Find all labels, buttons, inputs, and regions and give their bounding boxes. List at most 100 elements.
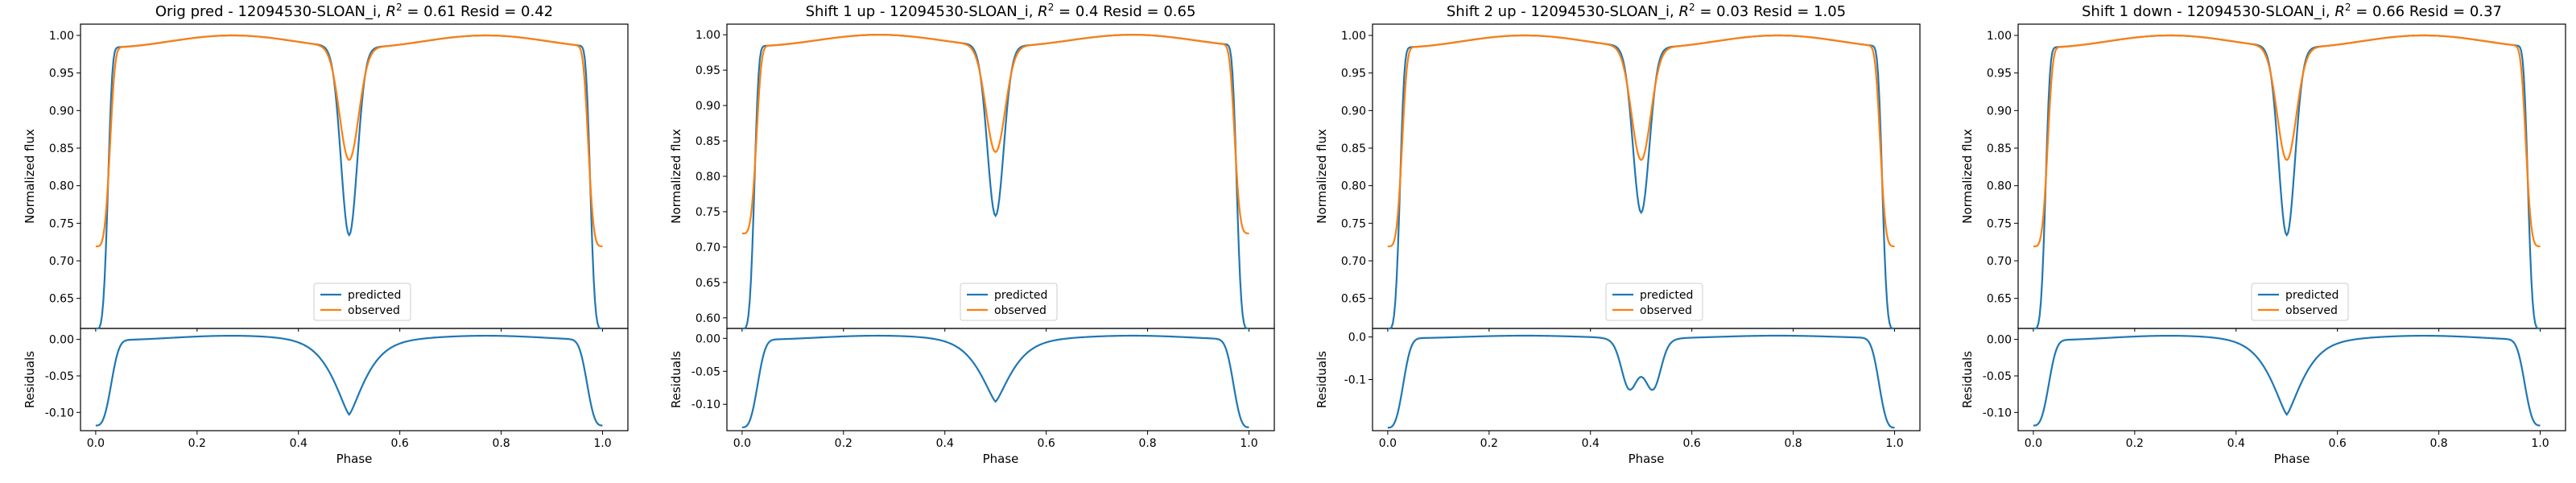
x-tick-label: 0.4: [936, 437, 954, 450]
r2-value: 0.4: [1075, 3, 1099, 20]
resid-value: 0.65: [1163, 3, 1195, 20]
x-tick-label: 0.0: [87, 437, 105, 450]
r2-equals: =: [1054, 3, 1075, 20]
residual-axes-frame: [726, 328, 1275, 431]
y-tick-label: 0.90: [49, 105, 74, 118]
y-tick-label: 0.75: [49, 217, 74, 230]
legend-box: [1605, 283, 1703, 321]
r2-value: 0.61: [423, 3, 456, 20]
resid-label: Resid =: [2405, 3, 2470, 20]
x-tick-label: 0.8: [492, 437, 510, 450]
y-tick-label: 0.95: [1987, 68, 2012, 80]
y-tick-label: 0.95: [1341, 68, 1366, 80]
x-tick-label: 0.2: [188, 437, 206, 450]
y-tick-label: 1.00: [49, 30, 74, 43]
resid-y-tick-label: 0.0: [1348, 332, 1366, 345]
y-tick-label: 0.85: [49, 142, 74, 155]
y-tick-label: 0.90: [696, 100, 720, 113]
y-tick-label: 1.00: [1341, 30, 1366, 43]
x-tick-label: 1.0: [593, 437, 611, 450]
resid-y-tick-label: -0.05: [45, 370, 74, 383]
legend-box: [960, 283, 1058, 321]
resid-y-tick-label: -0.10: [691, 398, 720, 411]
r2-symbol: R: [1678, 3, 1689, 20]
x-axis-label: Phase: [2274, 452, 2310, 466]
y-tick-label: 0.85: [1987, 142, 2012, 155]
y-tick-label: 0.70: [696, 242, 720, 254]
chart-panel-2: Shift 1 up - 12094530-SLOAN_i, R2 = 0.4 …: [669, 2, 1275, 466]
resid-value: 0.42: [521, 3, 553, 20]
resid-y-tick-label: -0.05: [1983, 370, 2012, 383]
residual-y-axis-label: Residuals: [669, 351, 683, 408]
residual-line: [741, 334, 1249, 428]
y-tick-label: 0.65: [1987, 293, 2012, 306]
y-tick-label: 0.65: [1341, 293, 1366, 306]
chart-title: Shift 1 down - 12094530-SLOAN_i, R2 = 0.…: [2082, 2, 2502, 20]
y-tick-label: 0.85: [696, 135, 720, 148]
y-tick-label: 0.95: [696, 64, 720, 77]
chart-panel-1: Orig pred - 12094530-SLOAN_i, R2 = 0.61 …: [23, 2, 629, 466]
r2-exponent: 2: [1048, 2, 1055, 13]
y-axis-label: Normalized flux: [1960, 129, 1975, 224]
r2-equals: =: [1695, 3, 1717, 20]
title-prefix: Orig pred - 12094530-SLOAN_i,: [155, 3, 386, 20]
y-axis-label: Normalized flux: [669, 129, 683, 224]
resid-y-tick-label: -0.10: [45, 407, 74, 419]
main-axes-frame: [80, 23, 629, 329]
y-tick-label: 1.00: [696, 29, 720, 42]
x-tick-label: 0.0: [733, 437, 751, 450]
main-axes-frame: [2017, 23, 2566, 329]
resid-value: 1.05: [1814, 3, 1846, 20]
legend-label-observed: observed: [2285, 304, 2338, 317]
y-tick-label: 0.75: [1987, 217, 2012, 230]
series-line-observed: [95, 34, 603, 248]
legend-box: [313, 283, 411, 321]
y-tick-label: 0.65: [49, 293, 74, 306]
resid-label: Resid =: [1748, 3, 1814, 20]
resid-y-tick-label: 0.00: [1987, 334, 2012, 347]
legend-label-predicted: predicted: [348, 289, 401, 302]
x-tick-label: 0.2: [835, 437, 852, 450]
r2-equals: =: [2351, 3, 2372, 20]
x-tick-label: 0.6: [1038, 437, 1055, 450]
x-tick-label: 0.4: [290, 437, 308, 450]
chart-panel-4: Shift 1 down - 12094530-SLOAN_i, R2 = 0.…: [1960, 2, 2566, 466]
residual-line: [95, 334, 603, 427]
legend-label-predicted: predicted: [994, 289, 1047, 302]
resid-y-tick-label: 0.00: [49, 334, 74, 347]
residual-axes-frame: [2017, 328, 2566, 431]
residual-y-axis-label: Residuals: [23, 351, 37, 408]
y-tick-label: 0.70: [49, 255, 74, 268]
x-tick-label: 1.0: [1885, 437, 1903, 450]
r2-symbol: R: [2334, 3, 2345, 20]
r2-exponent: 2: [2345, 2, 2351, 13]
residual-axes-frame: [80, 328, 629, 431]
title-prefix: Shift 2 up - 12094530-SLOAN_i,: [1447, 3, 1679, 20]
chart-panel-3: Shift 2 up - 12094530-SLOAN_i, R2 = 0.03…: [1315, 2, 1921, 466]
title-prefix: Shift 1 up - 12094530-SLOAN_i,: [806, 3, 1038, 20]
resid-label: Resid =: [456, 3, 521, 20]
residual-y-axis-label: Residuals: [1315, 351, 1329, 408]
legend-label-observed: observed: [994, 304, 1046, 317]
legend: predicted observed: [313, 283, 411, 321]
residual-y-axis-label: Residuals: [1960, 351, 1975, 408]
x-tick-label: 0.2: [2126, 437, 2144, 450]
r2-exponent: 2: [396, 2, 402, 13]
y-tick-label: 0.80: [49, 180, 74, 193]
r2-value: 0.03: [1716, 3, 1748, 20]
y-tick-label: 0.70: [1987, 255, 2012, 268]
y-tick-label: 0.80: [1987, 180, 2012, 193]
resid-y-tick-label: 0.00: [696, 332, 720, 345]
x-axis-label: Phase: [1629, 452, 1665, 466]
residual-line: [2033, 334, 2541, 427]
chart-title: Shift 2 up - 12094530-SLOAN_i, R2 = 0.03…: [1447, 2, 1846, 20]
y-tick-label: 0.90: [1987, 105, 2012, 118]
resid-value: 0.37: [2470, 3, 2502, 20]
y-tick-label: 0.80: [1341, 180, 1366, 193]
x-tick-label: 0.4: [2227, 437, 2245, 450]
legend-label-predicted: predicted: [2285, 289, 2339, 302]
resid-y-tick-label: -0.05: [691, 365, 720, 378]
r2-value: 0.66: [2372, 3, 2405, 20]
y-tick-label: 0.65: [696, 277, 720, 290]
x-tick-label: 1.0: [2531, 437, 2549, 450]
